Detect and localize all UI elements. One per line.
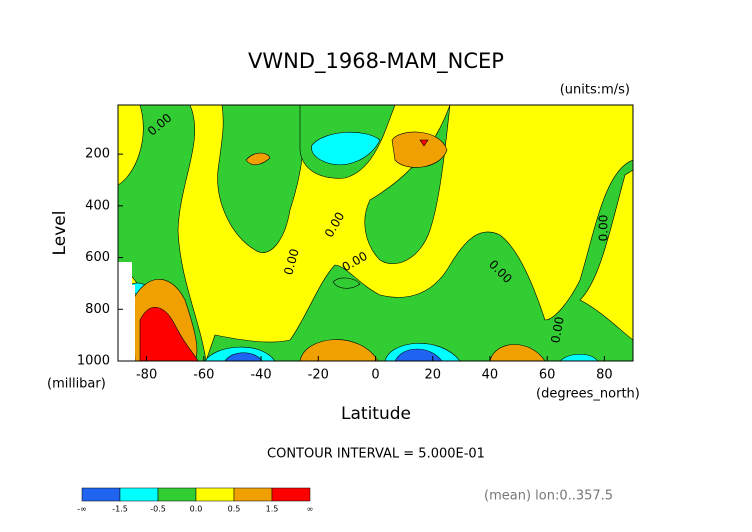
contour-interval: CONTOUR INTERVAL = 5.000E-01 [267, 447, 485, 462]
contour-region [332, 277, 361, 289]
missing-data [118, 262, 135, 361]
y-tick-label: 600 [85, 250, 110, 265]
colorbar-label: -0.5 [150, 505, 166, 514]
contour-region [139, 307, 199, 361]
contour-region [217, 105, 305, 253]
colorbar-label: 0.5 [228, 505, 241, 514]
contour-label: 0.00 [281, 247, 301, 276]
colorbar-label: -∞ [77, 505, 87, 514]
contour-region [299, 339, 379, 361]
chart-title: VWND_1968-MAM_NCEP [248, 49, 504, 74]
x-tick-label: -20 [308, 368, 329, 383]
y-units: (millibar) [47, 377, 106, 392]
colorbar-label: 0.0 [190, 505, 203, 514]
contour-label: 0.00 [597, 215, 611, 242]
x-tick-label: 60 [539, 368, 556, 383]
contour-label: 0.00 [548, 316, 566, 345]
colorbar-label: 1.5 [266, 505, 279, 514]
contour-region [364, 105, 451, 265]
y-tick-label: 200 [85, 147, 110, 162]
colorbar-swatch [119, 487, 159, 502]
y-tick-label: 400 [85, 198, 110, 213]
footnote: (mean) lon:0..357.5 [484, 489, 613, 504]
x-tick-label: 80 [596, 368, 613, 383]
contour-region [391, 131, 448, 168]
x-tick-label: 40 [482, 368, 499, 383]
x-tick-label: -60 [193, 368, 214, 383]
colorbar-label: ∞ [307, 505, 314, 514]
x-tick-label: 20 [424, 368, 441, 383]
contour-region [311, 131, 381, 166]
colorbar-swatch [233, 487, 273, 502]
x-axis-label: Latitude [341, 404, 411, 424]
x-tick-label: 0 [371, 368, 379, 383]
contours [118, 105, 633, 361]
colorbar-swatch [81, 487, 121, 502]
x-tick-label: -40 [250, 368, 271, 383]
x-units: (degrees_north) [536, 387, 640, 402]
colorbar-swatch [157, 487, 197, 502]
colorbar-swatch [195, 487, 235, 502]
colorbar-swatch [271, 487, 311, 502]
x-tick-label: -80 [136, 368, 157, 383]
y-axis-label: Level [50, 211, 70, 256]
contour-region [489, 344, 546, 361]
y-tick-label: 800 [85, 302, 110, 317]
contour-region [419, 139, 429, 147]
units-label: (units:m/s) [560, 83, 630, 98]
contour-region [205, 105, 633, 361]
contour-region [245, 152, 271, 166]
y-tick-label: 1000 [77, 354, 110, 369]
plot-area: 0.000.000.000.00 0.000.000.00 [117, 104, 634, 362]
colorbar-label: -1.5 [112, 505, 128, 514]
